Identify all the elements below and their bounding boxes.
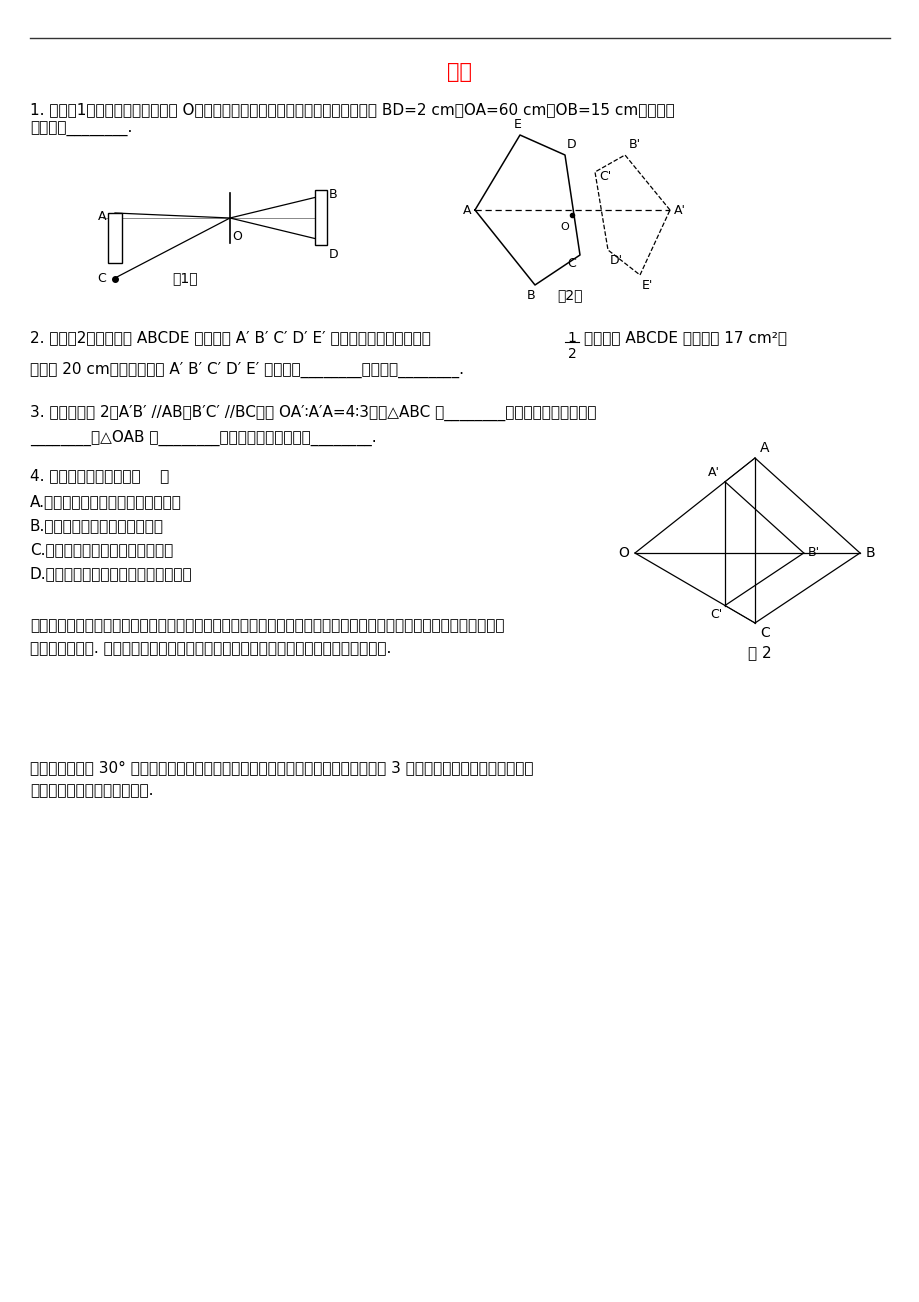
Text: ________；△OAB 与________是位似图形，位似比为________.: ________；△OAB 与________是位似图形，位似比为_______… <box>30 430 376 447</box>
Text: （1）: （1） <box>172 271 198 285</box>
Text: C.位似图形的位似中心不只有一个: C.位似图形的位似中心不只有一个 <box>30 542 173 557</box>
Text: A: A <box>759 441 768 454</box>
Text: A: A <box>462 203 471 216</box>
Text: 的画是位似图形. 请你再举出一些生活中的位似图形来？并说明一对对应线段的位置关系.: 的画是位似图形. 请你再举出一些生活中的位似图形来？并说明一对对应线段的位置关系… <box>30 641 391 656</box>
Text: 1: 1 <box>567 331 576 345</box>
Text: B: B <box>865 546 875 560</box>
Text: C: C <box>759 626 769 641</box>
Text: C: C <box>97 272 106 285</box>
Text: C: C <box>567 256 575 270</box>
Text: A': A' <box>674 203 686 216</box>
Text: E: E <box>514 118 521 132</box>
Text: 3. 已知，如图 2，A′B′ //AB，B′C′ //BC，且 OA′∶A′A=4∶3，则△ABC 与________是位似图形，位似比为: 3. 已知，如图 2，A′B′ //AB，B′C′ //BC，且 OA′∶A′A… <box>30 405 596 422</box>
Text: 位似: 位似 <box>447 62 472 82</box>
Text: O: O <box>232 229 242 242</box>
Text: 的长度为________.: 的长度为________. <box>30 122 132 137</box>
Text: O: O <box>560 223 568 232</box>
Text: 1. 如图（1）火焰的光线穿过小孔 O，在竖直的屏幕上形成倒立的实像，像的长度 BD=2 cm，OA=60 cm，OB=15 cm，则火焰: 1. 如图（1）火焰的光线穿过小孔 O，在竖直的屏幕上形成倒立的实像，像的长度 … <box>30 102 674 117</box>
Text: 边的比值、对应直角边的比值.: 边的比值、对应直角边的比值. <box>30 783 153 798</box>
Text: C': C' <box>598 171 610 184</box>
Bar <box>108 214 122 263</box>
Text: （2）: （2） <box>557 288 582 302</box>
Text: 4. 下列说法中正确的是（    ）: 4. 下列说法中正确的是（ ） <box>30 467 169 483</box>
Text: 若五边形 ABCDE 的面积为 17 cm²，: 若五边形 ABCDE 的面积为 17 cm²， <box>584 329 786 345</box>
Text: O: O <box>618 546 629 560</box>
Text: C': C' <box>710 608 722 621</box>
Text: B: B <box>526 289 535 302</box>
Text: 小明在一块玻璃上画上了一幅画，然后用手电筒照着这块玻璃，将画映到雪白的墙上，这时我们认为玻璃上的画和墙上: 小明在一块玻璃上画上了一幅画，然后用手电筒照着这块玻璃，将画映到雪白的墙上，这时… <box>30 618 504 633</box>
Text: 将有一个锐角为 30° 的直角三角形放大，使放大后的三角形的边是原三角形对应边的 3 倍，并分别确定放大前后对应斜: 将有一个锐角为 30° 的直角三角形放大，使放大后的三角形的边是原三角形对应边的… <box>30 760 533 775</box>
Text: A': A' <box>708 466 720 479</box>
Text: D': D' <box>609 254 622 267</box>
Text: 2. 如图（2），五边形 ABCDE 与五边形 A′ B′ C′ D′ E′ 是位似图形，且位似比为: 2. 如图（2），五边形 ABCDE 与五边形 A′ B′ C′ D′ E′ 是… <box>30 329 430 345</box>
Text: 图 2: 图 2 <box>747 646 771 660</box>
Text: D: D <box>329 247 338 260</box>
Text: B.位似图形的对应边平行且相等: B.位似图形的对应边平行且相等 <box>30 518 164 533</box>
Text: 周长为 20 cm，那么五边形 A′ B′ C′ D′ E′ 的面积为________，周长为________.: 周长为 20 cm，那么五边形 A′ B′ C′ D′ E′ 的面积为_____… <box>30 362 463 378</box>
Text: A: A <box>97 210 106 223</box>
Text: D.位似中心到对应点的距离之比都相等: D.位似中心到对应点的距离之比都相等 <box>30 566 192 581</box>
Text: 2: 2 <box>567 348 575 361</box>
Text: E': E' <box>641 279 652 292</box>
Bar <box>314 190 326 245</box>
Text: D: D <box>566 138 576 151</box>
Text: B': B' <box>629 138 641 151</box>
Text: A.位似图形可以通过平移而相互得到: A.位似图形可以通过平移而相互得到 <box>30 493 182 509</box>
Text: B': B' <box>807 547 819 560</box>
Text: B: B <box>329 187 337 201</box>
